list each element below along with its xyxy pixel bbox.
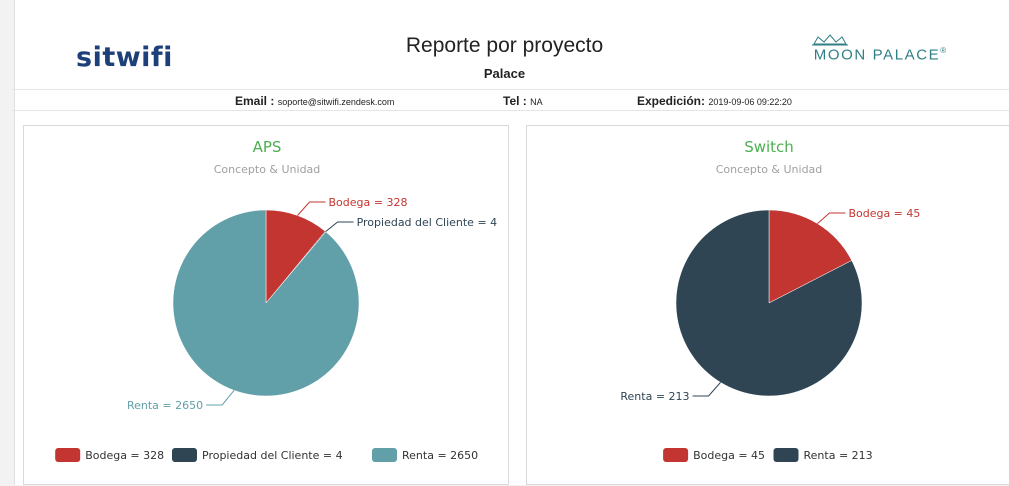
expedicion-value: 2019-09-06 09:22:20 <box>708 97 792 107</box>
legend-item-bodega[interactable]: Bodega = 45 <box>663 448 765 462</box>
switch-pie-chart: Switch Concepto & Unidad Bodega = 45 Rent… <box>620 138 920 462</box>
slice-label-line <box>206 390 235 406</box>
legend-swatch <box>372 448 397 462</box>
tel-info: Tel : NA <box>503 94 543 108</box>
report-subtitle: Palace <box>483 66 526 81</box>
email-value: soporte@sitwifi.zendesk.com <box>277 97 395 107</box>
legend-label: Renta = 2650 <box>402 449 478 462</box>
slice-label: Renta = 213 <box>620 390 689 403</box>
aps-chart-title: APS <box>253 138 282 156</box>
slice-label-line <box>325 221 354 232</box>
slice-label: Bodega = 45 <box>848 207 920 220</box>
legend-label: Renta = 213 <box>804 449 873 462</box>
legend-label: Bodega = 45 <box>693 449 765 462</box>
email-label: Email : <box>235 94 275 108</box>
pie-slice-renta[interactable] <box>675 209 863 397</box>
legend-label: Bodega = 328 <box>85 449 164 462</box>
aps-pie-chart: APS Concepto & Unidad Bodega = 328 Propie… <box>55 138 498 462</box>
moon-palace-logo: MOON PALACE® <box>810 34 950 64</box>
slice-label: Renta = 2650 <box>127 399 203 412</box>
sitwifi-logo: sitwifi <box>76 42 173 73</box>
aps-chart-card: APS Concepto & Unidad Bodega = 328 Propie… <box>23 125 509 485</box>
expedicion-label: Expedición: <box>637 94 706 108</box>
crown-icon <box>812 34 848 46</box>
legend-swatch <box>773 448 799 462</box>
tel-value: NA <box>530 97 543 107</box>
legend-swatch <box>663 448 689 462</box>
registered-mark: ® <box>940 46 947 55</box>
pie-slice-bodega[interactable] <box>768 209 853 304</box>
switch-chart-title: Switch <box>744 138 794 156</box>
info-bar: Email : soporte@sitwifi.zendesk.com Tel … <box>12 89 1009 111</box>
report-title: Reporte por proyecto <box>405 34 604 57</box>
legend-swatch <box>172 448 197 462</box>
legend-item-propiedad-del-cliente[interactable]: Propiedad del Cliente = 4 <box>172 448 343 462</box>
legend-item-renta[interactable]: Renta = 2650 <box>372 448 478 462</box>
legend-swatch <box>55 448 81 462</box>
legend-item-bodega[interactable]: Bodega = 328 <box>55 448 164 462</box>
pie-slice-renta[interactable] <box>172 209 360 397</box>
slice-label-line <box>817 212 846 224</box>
email-info: Email : soporte@sitwifi.zendesk.com <box>235 94 394 108</box>
tel-label: Tel : <box>503 94 527 108</box>
switch-chart-card: Switch Concepto & Unidad Bodega = 45 Rent… <box>526 125 1009 485</box>
slice-label: Propiedad del Cliente = 4 <box>357 216 498 229</box>
legend-item-renta[interactable]: Renta = 213 <box>773 448 873 462</box>
legend-label: Propiedad del Cliente = 4 <box>202 449 343 462</box>
aps-chart-subtitle: Concepto & Unidad <box>214 163 321 176</box>
slice-label: Bodega = 328 <box>329 196 408 209</box>
slice-label-line <box>297 201 326 216</box>
slice-label-line <box>692 382 721 397</box>
moon-palace-name: MOON PALACE <box>813 46 941 64</box>
switch-chart-subtitle: Concepto & Unidad <box>716 163 823 176</box>
expedicion-info: Expedición: 2019-09-06 09:22:20 <box>637 94 792 108</box>
